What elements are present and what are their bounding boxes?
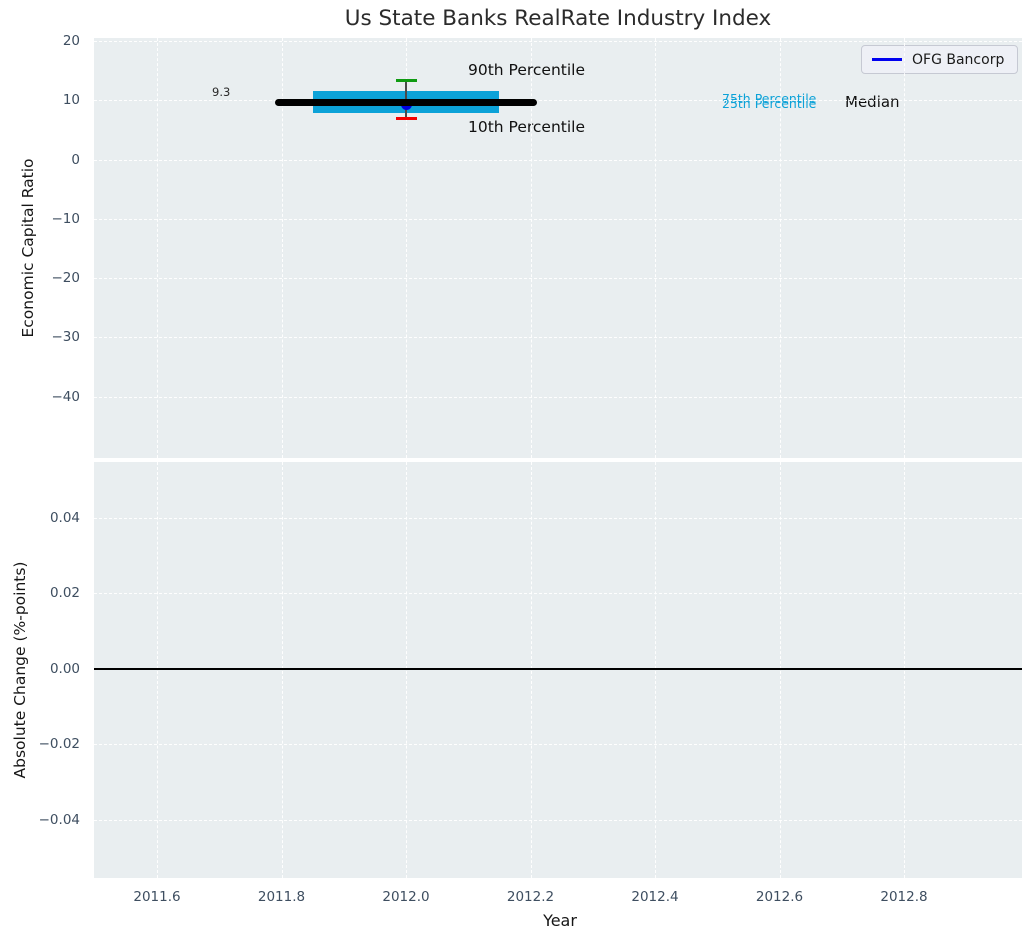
x-tick-label: 2012.6 [755, 889, 804, 905]
p90-annotation: 90th Percentile [468, 61, 586, 79]
legend-label: OFG Bancorp [912, 51, 1005, 68]
top-y-tick-label: −30 [51, 329, 81, 346]
p25-annotation: 25th Percentile [722, 96, 817, 111]
top-y-tick-label: −20 [51, 270, 81, 286]
x-tick-label: 2012.2 [506, 889, 555, 905]
bottom-y-tick-label: −0.04 [38, 811, 80, 828]
bottom-y-tick-label: 0.02 [49, 585, 80, 601]
p75-annotation: 75th Percentile [722, 91, 817, 106]
top-plot-area [94, 38, 1022, 458]
bottom-y-tick-label: 0.04 [49, 509, 80, 526]
legend-line-swatch [872, 58, 902, 61]
x-tick-label: 2012.8 [880, 889, 928, 905]
top-y-tick-label: 0 [71, 151, 80, 168]
p10-annotation: 10th Percentile [468, 118, 586, 136]
company-value-annotation: 9.3 [212, 85, 231, 99]
chart-title: Us State Banks RealRate Industry Index [344, 6, 772, 31]
bottom-y-tick-label: −0.02 [38, 736, 80, 752]
top-y-tick-label: 10 [62, 92, 80, 109]
x-tick-label: 2012.0 [382, 889, 430, 905]
median-annotation: Median [845, 93, 900, 111]
legend: OFG Bancorp [861, 45, 1018, 74]
top-y-tick-label: −10 [51, 210, 81, 227]
x-tick-label: 2012.4 [631, 889, 679, 905]
x-tick-label: 2011.8 [257, 889, 306, 905]
top-y-tick-label: −40 [51, 388, 81, 405]
bottom-y-tick-label: 0.00 [49, 660, 80, 677]
top-y-tick-label: 20 [62, 33, 80, 49]
bottom-plot-area [94, 462, 1022, 878]
x-tick-label: 2011.6 [133, 889, 181, 905]
x-axis-label: Year [543, 911, 577, 930]
